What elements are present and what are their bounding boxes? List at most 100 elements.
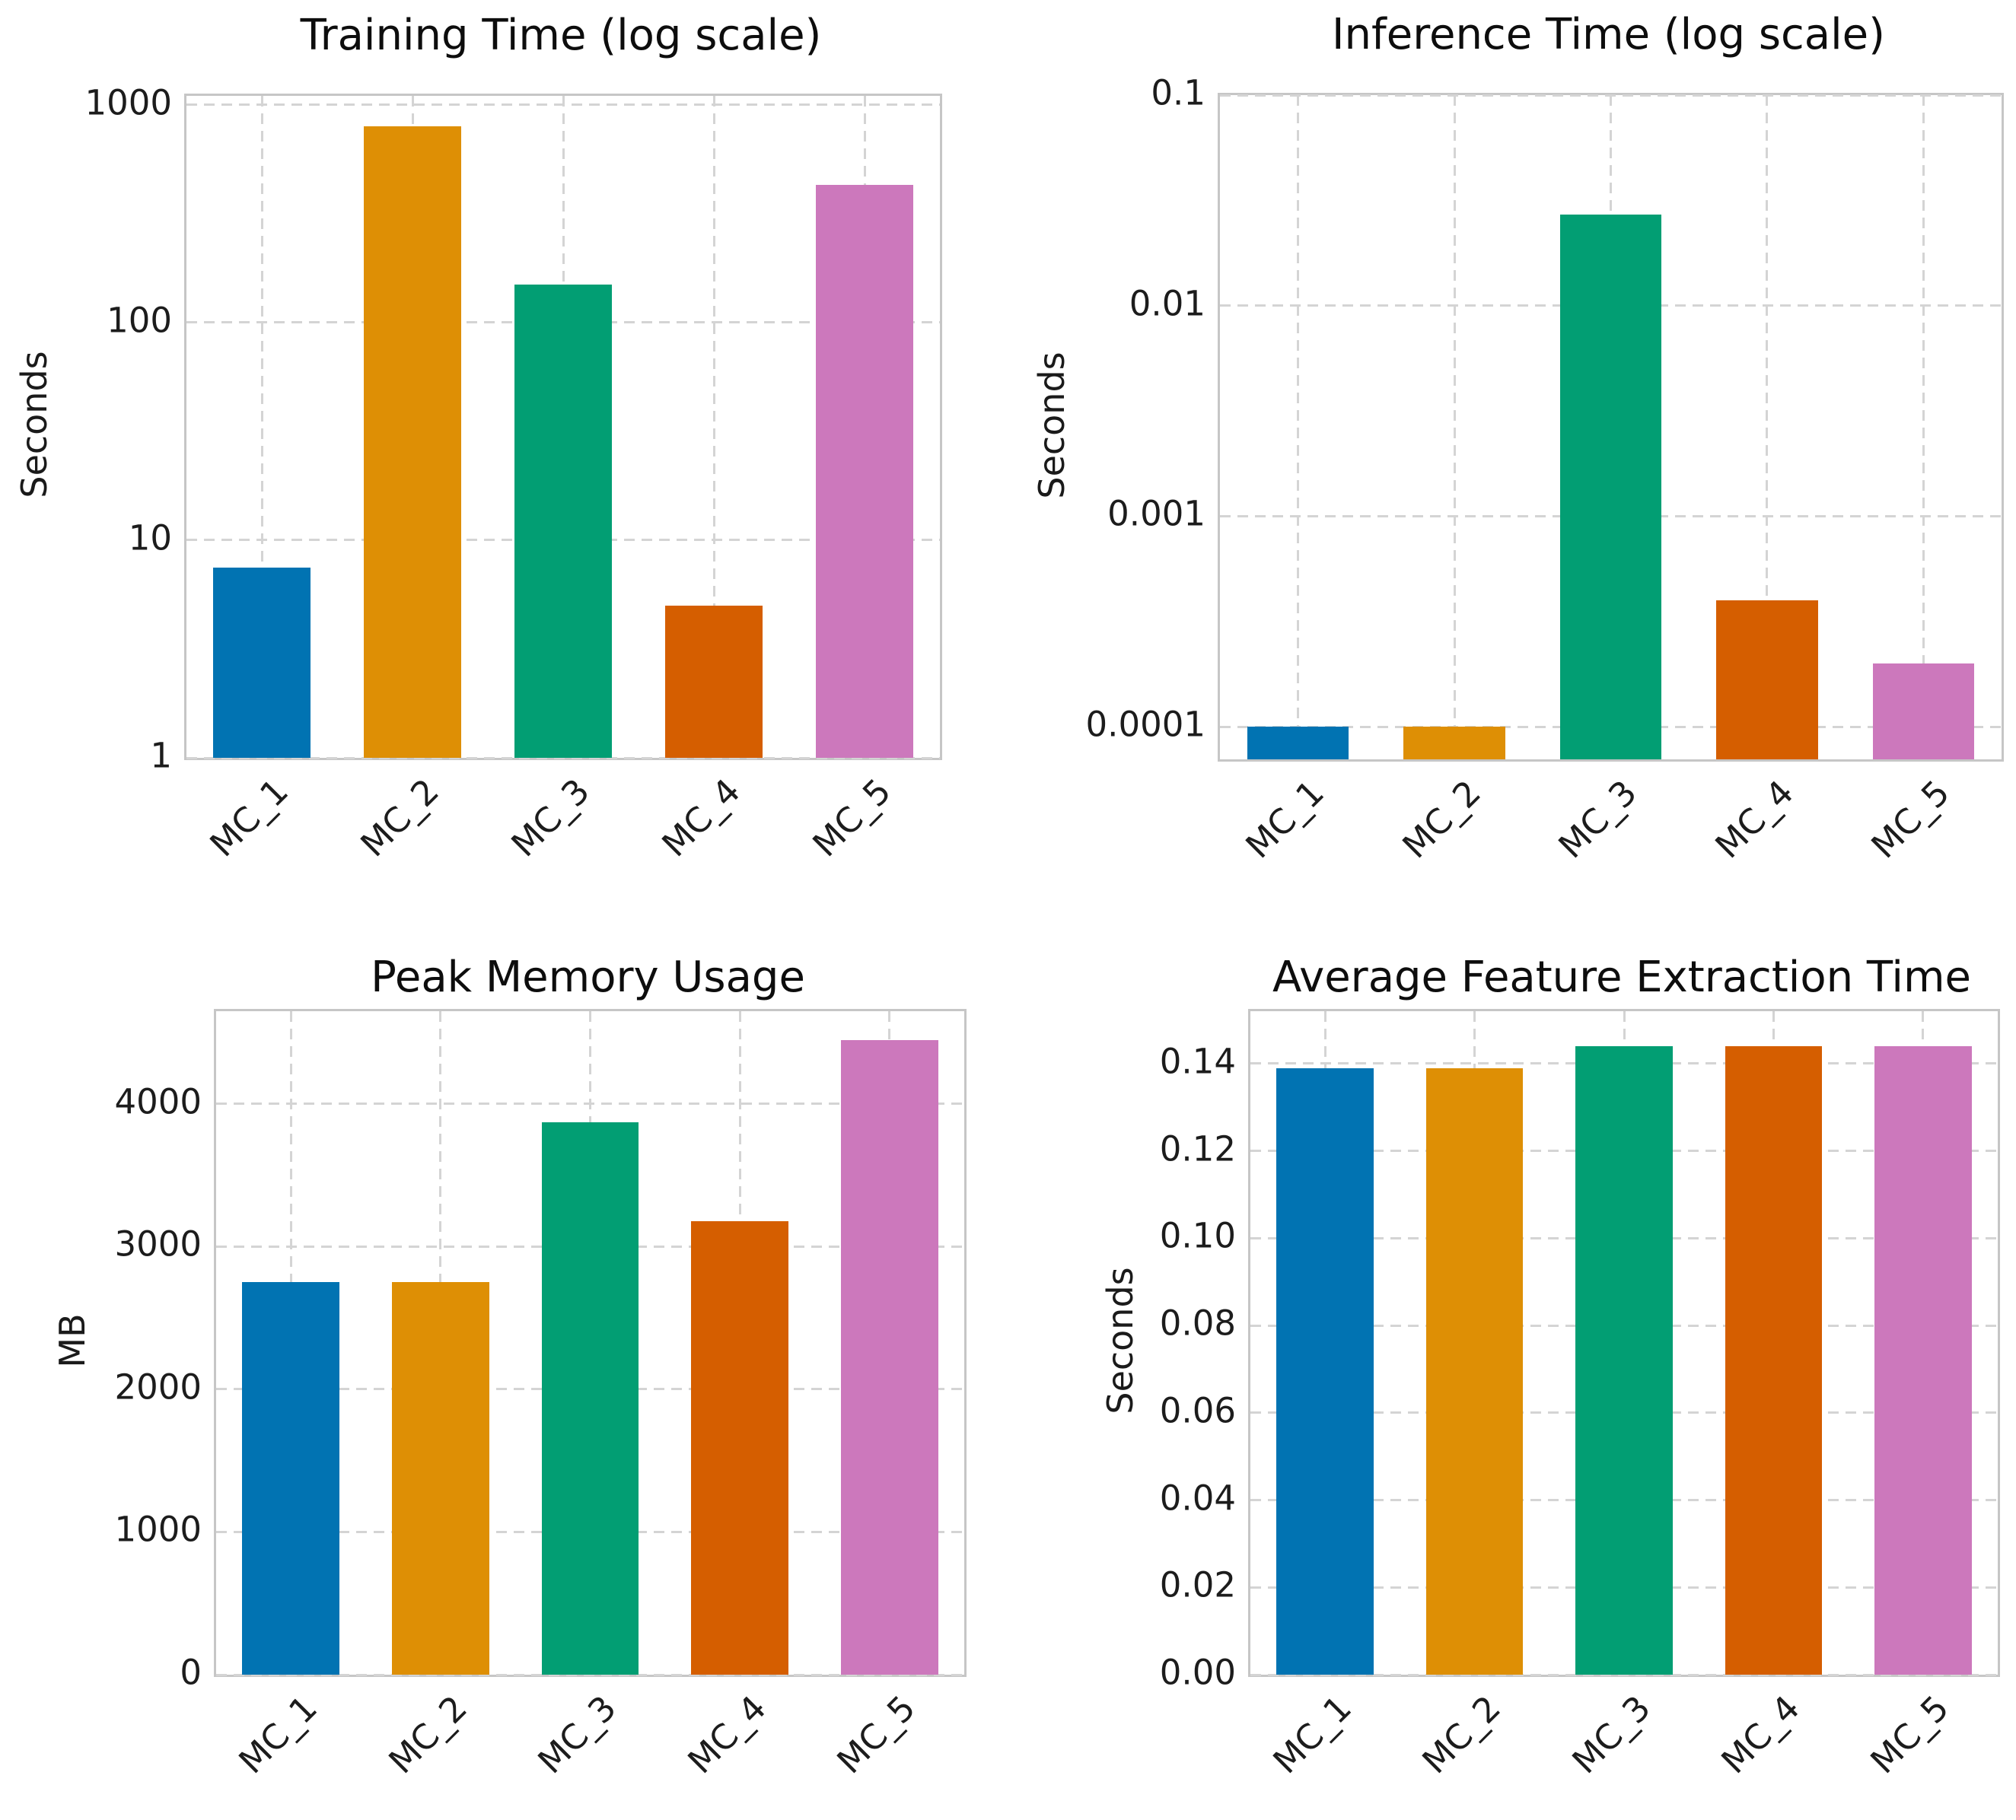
bar-mc_2 [1425, 1068, 1524, 1675]
y-tick-label: 100 [107, 300, 172, 341]
chart-title: Average Feature Extraction Time [1272, 953, 1971, 1002]
gridline-h [186, 103, 940, 107]
x-tick-label: MC_3 [503, 771, 597, 865]
bar-mc_3 [1559, 215, 1662, 759]
x-tick-label: MC_1 [1265, 1688, 1359, 1782]
x-tick-label: MC_5 [829, 1688, 924, 1782]
x-tick-label: MC_4 [654, 771, 748, 865]
x-tick-label: MC_4 [680, 1688, 774, 1782]
bar-mc_1 [242, 1282, 340, 1675]
bar-mc_5 [1872, 663, 1975, 759]
gridline-h [186, 756, 940, 759]
y-tick-label: 2000 [114, 1367, 202, 1408]
y-axis-label: Seconds [1031, 351, 1072, 499]
x-tick-label: MC_5 [1862, 1688, 1957, 1782]
gridline-v [260, 96, 263, 758]
y-axis-label: Seconds [14, 351, 55, 498]
bar-mc_4 [664, 606, 763, 758]
gridline-h [1220, 725, 2002, 728]
x-tick-label: MC_2 [1394, 772, 1489, 867]
gridline-v [1323, 1011, 1326, 1675]
y-tick-label: 3000 [114, 1223, 202, 1265]
y-tick-label: 1000 [114, 1509, 202, 1550]
gridline-v [1623, 1011, 1626, 1675]
gridline-h [1220, 304, 2002, 307]
gridline-h [1250, 1236, 1998, 1239]
bar-mc_4 [691, 1220, 788, 1675]
plot-area [214, 1009, 967, 1677]
bar-mc_4 [1725, 1045, 1823, 1675]
y-tick-label: 0.01 [1129, 283, 1205, 324]
gridline-v [411, 96, 414, 758]
gridline-v [712, 96, 715, 758]
x-tick-label: MC_3 [1564, 1688, 1658, 1782]
plot-area [184, 94, 942, 760]
bar-mc_1 [212, 567, 311, 758]
gridline-h [186, 321, 940, 324]
x-tick-label: MC_2 [381, 1688, 475, 1782]
y-axis-label: Seconds [1100, 1267, 1141, 1414]
x-tick-label: MC_5 [804, 771, 899, 865]
y-tick-label: 0.02 [1159, 1564, 1236, 1605]
y-tick-label: 0.08 [1159, 1303, 1236, 1344]
bar-mc_3 [1575, 1045, 1673, 1675]
gridline-h [216, 1530, 964, 1533]
x-tick-label: MC_1 [231, 1688, 325, 1782]
y-tick-label: 0.06 [1159, 1390, 1236, 1431]
gridline-h [216, 1673, 964, 1676]
gridline-v [1473, 1011, 1476, 1675]
chart-title: Training Time (log scale) [300, 11, 822, 60]
gridline-v [1453, 95, 1456, 759]
bar-mc_4 [1716, 600, 1818, 759]
gridline-v [589, 1011, 591, 1675]
y-tick-label: 0.12 [1159, 1128, 1236, 1169]
y-tick-label: 0.1 [1151, 72, 1205, 113]
gridline-h [1250, 1150, 1998, 1153]
bar-mc_1 [1276, 1068, 1374, 1675]
bar-mc_2 [363, 126, 462, 758]
y-tick-label: 10 [128, 517, 172, 558]
gridline-h [1250, 1499, 1998, 1502]
x-tick-label: MC_1 [202, 771, 296, 865]
y-tick-label: 1 [150, 735, 172, 776]
bar-mc_5 [840, 1039, 938, 1675]
gridline-h [216, 1245, 964, 1248]
gridline-v [1610, 95, 1612, 759]
x-tick-label: MC_3 [530, 1688, 624, 1782]
chart-title: Peak Memory Usage [371, 953, 805, 1002]
bar-mc_1 [1247, 727, 1349, 759]
y-tick-label: 0.001 [1107, 493, 1205, 534]
gridline-h [1250, 1062, 1998, 1065]
gridline-v [1297, 95, 1300, 759]
y-tick-label: 1000 [84, 82, 172, 123]
gridline-v [439, 1011, 442, 1675]
gridline-h [216, 1388, 964, 1391]
gridline-v [289, 1011, 292, 1675]
y-tick-label: 0.0001 [1085, 704, 1205, 745]
gridline-v [1766, 95, 1769, 759]
x-tick-label: MC_4 [1713, 1688, 1807, 1782]
bar-mc_5 [1874, 1045, 1972, 1675]
gridline-h [216, 1102, 964, 1106]
x-tick-label: MC_4 [1707, 772, 1801, 867]
gridline-v [863, 96, 866, 758]
bar-mc_3 [541, 1122, 639, 1675]
gridline-h [1220, 514, 2002, 517]
plot-area [1248, 1009, 2000, 1677]
gridline-h [1250, 1586, 1998, 1589]
x-tick-label: MC_2 [1414, 1688, 1509, 1782]
gridline-h [1250, 1411, 1998, 1414]
gridline-v [738, 1011, 741, 1675]
gridline-v [1772, 1011, 1775, 1675]
bar-mc_3 [514, 284, 613, 758]
x-tick-label: MC_5 [1863, 772, 1957, 867]
gridline-v [562, 96, 565, 758]
gridline-h [1220, 94, 2002, 97]
gridline-h [186, 539, 940, 542]
bar-mc_5 [815, 184, 914, 758]
